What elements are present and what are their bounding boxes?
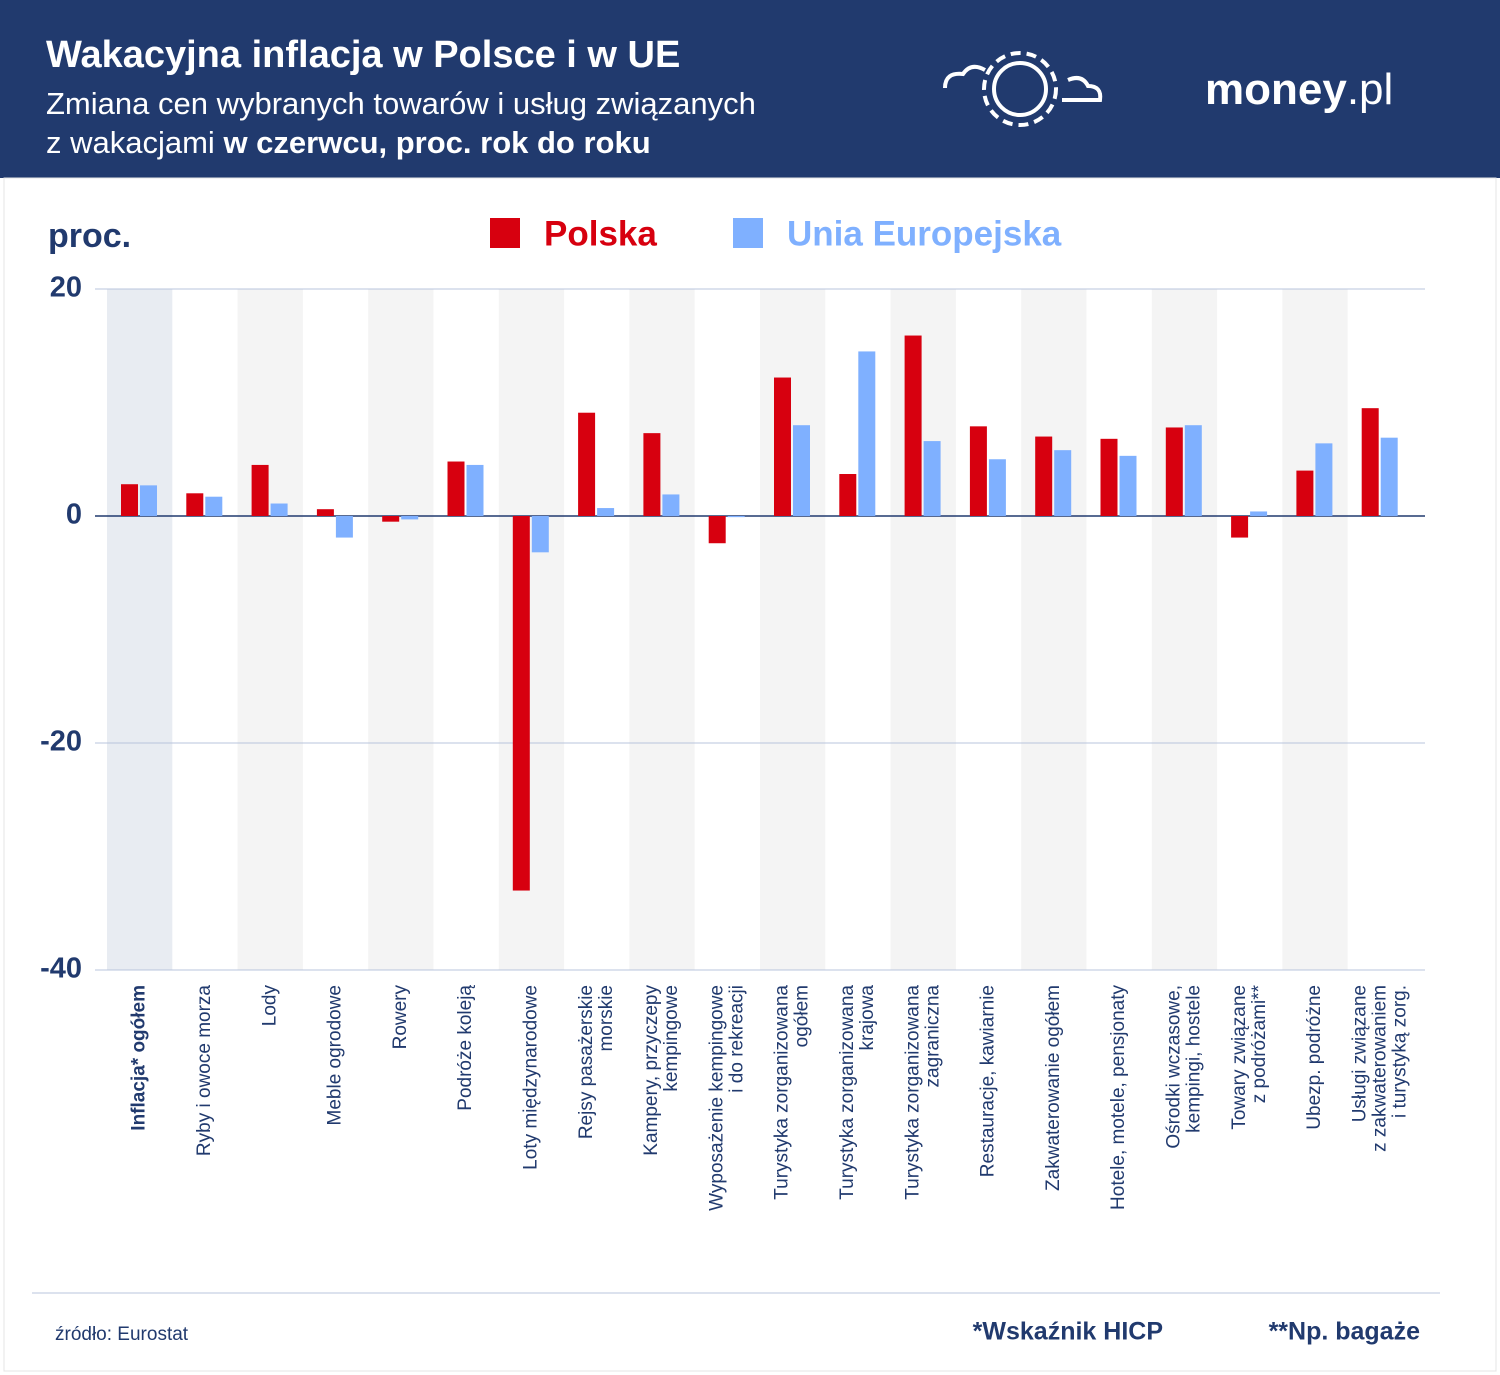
x-tick-label: Rejsy pasażerskiemorskie [576, 985, 617, 1139]
x-tick-label: Ubezp. podróżne [1304, 985, 1325, 1130]
subtitle: Zmiana cen wybranych towarów i usług zwi… [46, 86, 756, 121]
bar [1054, 450, 1072, 516]
band-bg [760, 289, 826, 970]
bar [531, 516, 549, 553]
bar [793, 425, 810, 516]
bar [1100, 438, 1118, 516]
bar [382, 516, 400, 522]
x-tick-label: Kampery, przyczepykempingowe [641, 985, 682, 1156]
y-tick-label: -40 [40, 953, 82, 985]
band-bg [890, 289, 956, 970]
bar [1165, 427, 1183, 516]
x-tick-label: Meble ogrodowe [325, 985, 346, 1125]
bar [1035, 436, 1053, 516]
x-tick-label: Hotele, motele, pensjonaty [1108, 985, 1129, 1210]
legend-swatch [733, 218, 763, 248]
bar [1296, 470, 1314, 516]
band-bg [498, 289, 565, 970]
x-tick-label: Rowery [390, 985, 411, 1050]
x-tick-label: Towary związanez podróżami** [1229, 984, 1270, 1129]
bar [904, 335, 922, 516]
bar [839, 474, 857, 516]
x-tick-label: Podróże koleją [455, 985, 476, 1111]
bar [205, 496, 223, 516]
bar [512, 516, 530, 891]
bar [447, 461, 465, 516]
legend-label: Polska [544, 214, 657, 253]
source: źródło: Eurostat [55, 1324, 189, 1345]
x-tick-label: Zakwaterowanie ogółem [1043, 985, 1064, 1191]
legend-swatch [490, 218, 520, 248]
x-tick-label: Turystyka zorganizowanazagraniczna [902, 985, 943, 1200]
x-tick-label: Usługi związanez zakwaterowaniemi turyst… [1349, 985, 1410, 1152]
bar [140, 485, 157, 516]
bar [316, 509, 334, 516]
x-tick-label: Ośrodki wczasowe,kempingi, hostele [1163, 985, 1204, 1149]
y-tick-label: 0 [66, 499, 82, 531]
footnote: **Np. bagaże [1269, 1318, 1421, 1346]
band-bg [1151, 289, 1218, 970]
bar [662, 494, 680, 516]
sun-icon [943, 51, 1103, 127]
subtitle: z wakacjami w czerwcu, proc. rok do roku [46, 125, 651, 160]
bar [858, 351, 876, 516]
x-tick-label: Wyposażenie kempingowei do rekreacji [706, 985, 747, 1211]
x-tick-label: Turystyka zorganizowanakrajowa [837, 985, 878, 1200]
bar [597, 508, 615, 516]
frame [3, 177, 1497, 1372]
bar [923, 441, 941, 516]
bar [335, 516, 353, 538]
band-bg [107, 289, 173, 970]
bar [969, 426, 987, 516]
y-axis-label: proc. [48, 217, 131, 255]
legend-label: Unia Europejska [787, 214, 1062, 253]
band-bg [1021, 289, 1087, 970]
title: Wakacyjna inflacja w Polsce i w UE [46, 34, 680, 76]
bar [988, 459, 1006, 516]
x-tick-label: Inflacja* ogółem [129, 985, 150, 1131]
bar [774, 377, 791, 516]
header-bg [0, 0, 1500, 178]
x-tick-label: Restauracje, kawiarnie [978, 985, 999, 1177]
y-tick-label: -20 [40, 726, 82, 758]
x-tick-label: Turystyka zorganizowanaogółem [772, 985, 813, 1200]
band-bg [237, 289, 303, 970]
band-bg [1282, 289, 1348, 970]
bar [251, 464, 269, 516]
brand: money.pl [1205, 65, 1393, 114]
bar [1361, 408, 1379, 516]
bar [401, 516, 419, 520]
bar [1250, 511, 1268, 516]
bar [466, 464, 484, 516]
band-bg [368, 289, 434, 970]
bar [578, 412, 596, 516]
x-tick-label: Lody [259, 985, 280, 1027]
bar [1119, 455, 1137, 516]
bar [1231, 516, 1249, 538]
bar [1380, 437, 1398, 516]
bar [1184, 425, 1202, 516]
y-tick-label: 20 [50, 272, 82, 304]
x-tick-label: Ryby i owoce morza [194, 985, 215, 1156]
bar [186, 493, 204, 516]
bar [270, 503, 288, 516]
footnote: *Wskaźnik HICP [973, 1318, 1163, 1346]
bar [121, 484, 138, 516]
bar [727, 516, 745, 518]
bar [1315, 443, 1333, 516]
bar [643, 433, 661, 516]
band-bg [629, 289, 695, 970]
bar [708, 516, 726, 544]
x-tick-label: Loty międzynarodowe [520, 985, 541, 1170]
